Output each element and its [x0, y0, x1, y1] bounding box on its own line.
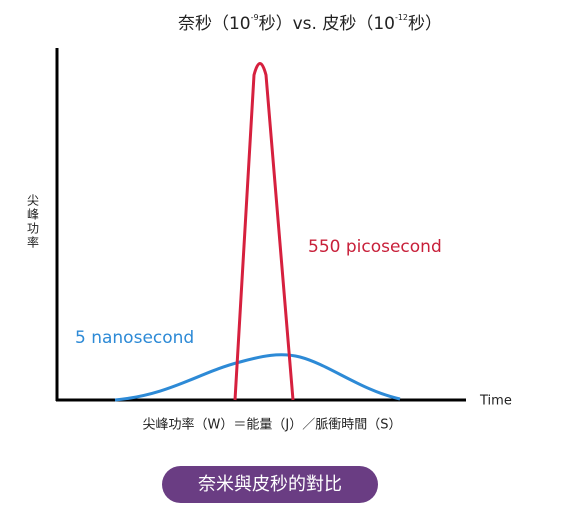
y-axis-label: 尖峰功率	[26, 194, 40, 250]
nanosecond-label: 5 nanosecond	[75, 328, 194, 348]
picosecond-curve	[233, 62, 295, 401]
button-label[interactable]: 奈米與皮秒的對比	[198, 474, 342, 495]
x-axis-label: Time	[479, 394, 512, 409]
title-part: 秒）	[408, 14, 442, 34]
formula: 尖峰功率（W）＝能量（J）／脈衝時間（S）	[143, 417, 402, 433]
nanosecond-curve	[114, 353, 401, 402]
title: 奈秒（10-9秒）vs. 皮秒（10-12秒）	[178, 13, 442, 35]
title-part: 奈秒（10	[178, 14, 251, 34]
title-part: 秒）vs. 皮秒（10	[259, 14, 395, 34]
picosecond-label: 550 picosecond	[308, 237, 442, 257]
title-exponent: -9	[251, 13, 259, 22]
button[interactable]	[162, 466, 378, 503]
title-exponent: -12	[395, 13, 408, 22]
